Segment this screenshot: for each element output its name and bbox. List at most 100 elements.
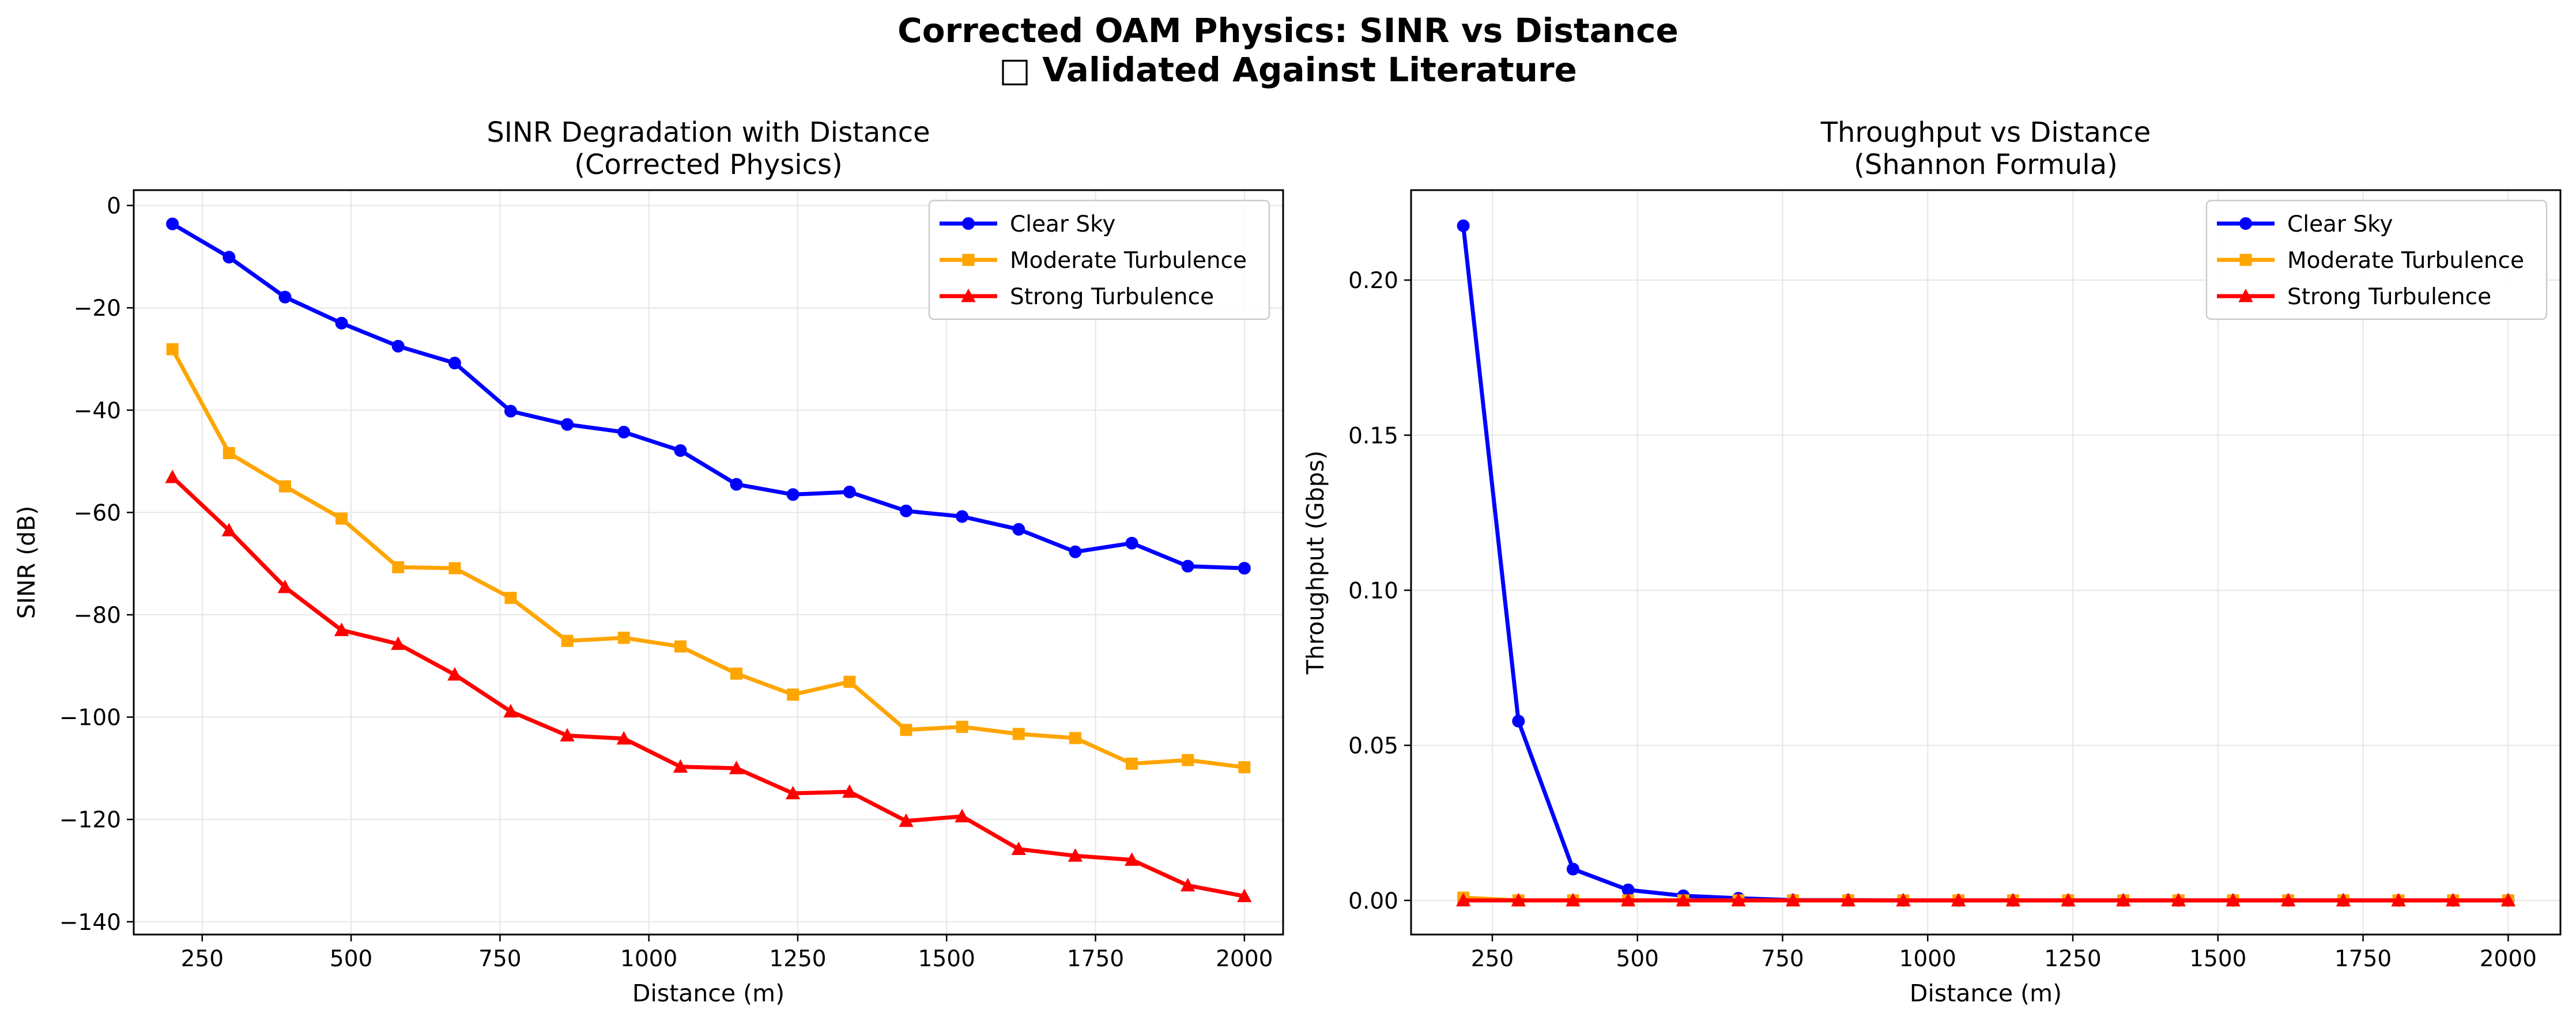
legend-label: Moderate Turbulence (2287, 248, 2524, 274)
data-point-throughput-2-16 (2336, 892, 2351, 907)
data-point-sinr-0-9 (674, 444, 687, 457)
data-point-sinr-1-8 (617, 631, 630, 644)
legend-label: Strong Turbulence (2287, 284, 2491, 310)
series-line-sinr-1 (171, 348, 1245, 770)
data-point-sinr-2-8 (616, 731, 631, 745)
data-point-sinr-1-2 (278, 480, 291, 493)
legend-label: Clear Sky (2287, 211, 2393, 237)
data-point-throughput-2-13 (2171, 892, 2186, 907)
legend-box (928, 199, 1270, 320)
data-point-sinr-1-5 (448, 562, 461, 574)
y-tick-label: −20 (74, 296, 121, 322)
data-point-throughput-2-2 (1566, 892, 1581, 907)
legend-swatch-marker (962, 217, 975, 230)
x-tick-label: 1250 (2044, 946, 2101, 972)
legend-box (2205, 199, 2548, 320)
x-tick-label: 1500 (918, 946, 975, 972)
x-tick-label: 1000 (620, 946, 677, 972)
y-tick-label: 0.00 (1348, 888, 1398, 914)
x-tick-label: 1000 (1899, 946, 1956, 972)
data-point-throughput-2-17 (2391, 892, 2406, 907)
data-point-sinr-0-5 (448, 357, 461, 370)
y-tick-label: −80 (74, 603, 121, 629)
data-point-throughput-2-5 (1731, 892, 1746, 907)
data-point-sinr-2-15 (1011, 841, 1026, 856)
data-point-throughput-2-15 (2281, 892, 2296, 907)
data-point-sinr-0-16 (1069, 545, 1082, 558)
data-point-sinr-1-1 (222, 447, 235, 459)
data-point-sinr-0-0 (166, 217, 179, 230)
figure-title: Corrected OAM Physics: SINR vs Distance (897, 11, 1679, 50)
data-point-sinr-1-14 (956, 720, 968, 733)
data-point-throughput-2-12 (2115, 892, 2131, 907)
y-tick-label: 0.15 (1348, 423, 1398, 449)
data-point-sinr-2-5 (447, 667, 462, 681)
data-point-throughput-2-7 (1840, 892, 1856, 907)
series-line-sinr-0 (171, 222, 1244, 570)
x-tick-label: 2000 (1216, 946, 1273, 972)
data-point-sinr-0-12 (843, 485, 856, 498)
y-tick-label: −100 (59, 705, 121, 731)
legend-swatch-marker (2238, 288, 2253, 302)
y-tick-label: 0.10 (1348, 578, 1398, 604)
data-point-sinr-0-15 (1012, 523, 1025, 536)
panel-title: SINR Degradation with Distance (Corrected… (486, 116, 930, 181)
data-point-sinr-0-11 (786, 488, 799, 501)
data-point-sinr-2-9 (673, 759, 688, 773)
data-point-throughput-0-0 (1457, 219, 1470, 232)
legend-swatch-marker (961, 288, 976, 302)
x-tick-label: 2000 (2480, 946, 2537, 972)
data-point-sinr-0-1 (222, 251, 236, 264)
x-tick-label: 500 (330, 946, 372, 972)
data-point-sinr-1-10 (730, 667, 743, 680)
x-tick-label: 1750 (1067, 946, 1124, 972)
data-point-sinr-2-10 (729, 761, 744, 774)
data-point-sinr-1-7 (561, 634, 574, 647)
data-point-sinr-0-10 (730, 478, 743, 491)
legend-swatch-marker (962, 254, 975, 266)
data-point-sinr-0-2 (278, 290, 292, 304)
legend-label: Moderate Turbulence (1010, 248, 1247, 274)
y-tick-label: 0.20 (1348, 268, 1398, 294)
data-point-sinr-0-18 (1181, 559, 1194, 573)
y-tick-label: −120 (59, 807, 121, 833)
data-point-throughput-0-2 (1566, 863, 1579, 876)
data-point-throughput-2-1 (1511, 892, 1526, 907)
data-point-sinr-2-16 (1068, 848, 1083, 862)
data-point-sinr-1-17 (1126, 757, 1138, 770)
data-point-sinr-2-13 (899, 813, 914, 827)
x-axis-label: Distance (m) (1910, 979, 2062, 1007)
data-point-throughput-2-6 (1785, 892, 1801, 907)
x-tick-label: 750 (478, 946, 521, 972)
y-tick-label: −40 (74, 398, 121, 424)
data-point-sinr-2-18 (1180, 878, 1195, 892)
data-point-throughput-2-0 (1455, 892, 1471, 907)
panel-title-line: Throughput vs Distance (1820, 116, 2151, 149)
data-point-throughput-2-8 (1896, 892, 1911, 907)
data-point-sinr-0-8 (617, 426, 631, 439)
data-point-sinr-0-6 (504, 404, 517, 418)
data-point-sinr-2-19 (1237, 888, 1252, 902)
data-point-sinr-0-17 (1125, 536, 1138, 550)
legend-label: Strong Turbulence (1010, 284, 1214, 310)
x-tick-label: 500 (1616, 946, 1659, 972)
x-tick-label: 1250 (769, 946, 826, 972)
y-tick-label: 0.05 (1348, 733, 1398, 759)
axes-frame (133, 189, 1284, 936)
data-point-sinr-1-16 (1069, 732, 1081, 744)
throughput-panel: 250 500 750 1000 1250 1500 1750 2000 0.00 0.05 0.1… (1302, 116, 2562, 1007)
legend: Clear Sky Moderate Turbulence Strong Turbu… (2205, 199, 2548, 320)
data-point-sinr-0-13 (900, 504, 913, 517)
y-axis-label: SINR (dB) (13, 506, 40, 619)
data-point-sinr-1-4 (392, 561, 405, 573)
data-point-throughput-2-10 (2005, 892, 2021, 907)
data-point-throughput-2-11 (2061, 892, 2076, 907)
legend: Clear Sky Moderate Turbulence Strong Turbu… (928, 199, 1270, 320)
data-point-sinr-1-11 (787, 689, 799, 701)
data-point-sinr-1-12 (843, 675, 856, 688)
data-point-sinr-1-0 (166, 343, 179, 355)
data-point-sinr-1-13 (900, 724, 912, 736)
data-point-throughput-2-14 (2226, 892, 2241, 907)
data-point-sinr-2-3 (334, 622, 349, 637)
